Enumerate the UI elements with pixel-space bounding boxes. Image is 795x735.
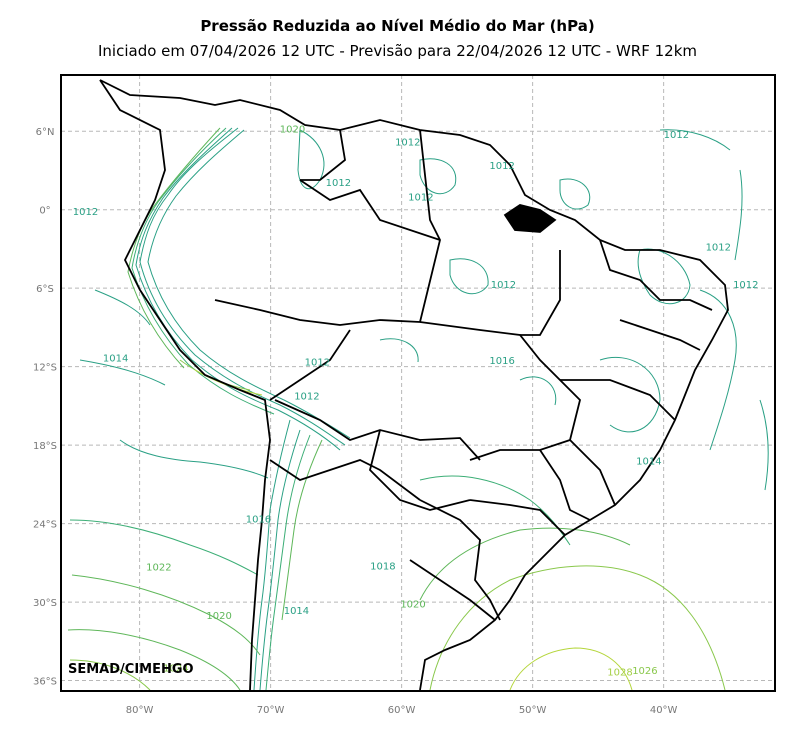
isobar-label: 1012 [305,357,330,368]
isobar-label: 1026 [632,666,657,677]
lat-tick-label: 36°S [33,677,57,688]
lon-tick-label: 70°W [257,705,285,716]
isobar-label: 1012 [733,280,758,291]
isobar-lines [67,127,769,691]
map-title: Pressão Reduzida ao Nível Médio do Mar (… [200,17,595,35]
lon-tick-label: 50°W [519,705,547,716]
isobar-label: 1012 [73,207,98,218]
lat-tick-label: 24°S [33,520,57,531]
isobar-label: 1012 [491,280,516,291]
isobar-label: 1014 [636,457,661,468]
isobar-label: 1020 [280,125,305,136]
isobar-label: 1024 [163,663,188,674]
credit-label: SEMAD/CIMEHGO [68,662,194,677]
isobar-label: 1012 [489,161,514,172]
lon-tick-label: 40°W [650,705,678,716]
isobar-label: 1012 [408,193,433,204]
isobar-label: 1012 [395,138,420,149]
lat-tick-label: 0° [39,206,50,217]
lat-tick-label: 6°N [36,127,55,138]
country-borders [99,79,729,691]
lat-tick-label: 30°S [33,598,57,609]
map-frame [60,74,776,692]
isobar-label: 1014 [103,353,128,364]
isobar-label: 1016 [489,356,514,367]
isobar-label: 1016 [246,514,271,525]
lon-tick-label: 60°W [388,705,416,716]
lon-tick-label: 80°W [126,705,154,716]
lat-tick-label: 6°S [36,284,54,295]
isobar-label: 1018 [370,561,395,572]
map-subtitle: Iniciado em 07/04/2026 12 UTC - Previsão… [97,42,698,60]
isobar-label: 1020 [206,611,231,622]
isobar-label: 1022 [146,563,171,574]
isobar-label: 1012 [664,130,689,141]
latitude-ticks: 6°N 0° 6°S 12°S 18°S 24°S 30°S 36°S [33,127,57,687]
isobar-label: 1012 [706,242,731,253]
lat-tick-label: 18°S [33,441,57,452]
isobar-label: 1012 [294,391,319,402]
lat-tick-label: 12°S [33,363,57,374]
isobar-label: 1014 [284,606,309,617]
isobar-label: 1012 [326,178,351,189]
isobar-labels: 1020 1012 1012 1012 1012 1012 1012 1012 1012 1012… [73,125,759,679]
longitude-ticks: 80°W 70°W 60°W 50°W 40°W [126,705,678,716]
isobar-label: 1028 [607,667,632,678]
isobar-label: 1020 [400,599,425,610]
